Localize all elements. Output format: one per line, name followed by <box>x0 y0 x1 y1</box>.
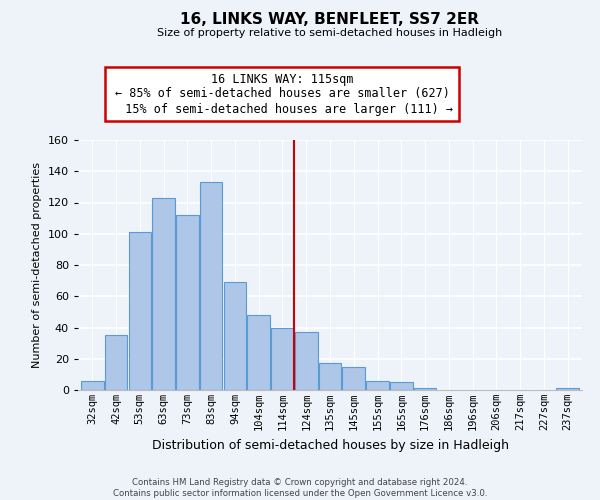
Text: 16, LINKS WAY, BENFLEET, SS7 2ER: 16, LINKS WAY, BENFLEET, SS7 2ER <box>181 12 479 28</box>
Bar <box>152 198 175 390</box>
Bar <box>366 380 389 390</box>
Bar <box>200 182 223 390</box>
Bar <box>105 336 127 390</box>
Bar <box>81 380 104 390</box>
Bar <box>247 315 270 390</box>
Bar <box>390 382 413 390</box>
Bar <box>319 364 341 390</box>
Bar <box>224 282 246 390</box>
Bar <box>176 215 199 390</box>
Bar <box>414 388 436 390</box>
Bar <box>271 328 294 390</box>
Text: Contains HM Land Registry data © Crown copyright and database right 2024.
Contai: Contains HM Land Registry data © Crown c… <box>113 478 487 498</box>
Bar <box>128 232 151 390</box>
Text: 16 LINKS WAY: 115sqm
← 85% of semi-detached houses are smaller (627)
  15% of se: 16 LINKS WAY: 115sqm ← 85% of semi-detac… <box>111 72 453 116</box>
Bar <box>556 388 579 390</box>
Y-axis label: Number of semi-detached properties: Number of semi-detached properties <box>32 162 42 368</box>
X-axis label: Distribution of semi-detached houses by size in Hadleigh: Distribution of semi-detached houses by … <box>151 438 509 452</box>
Text: Size of property relative to semi-detached houses in Hadleigh: Size of property relative to semi-detach… <box>157 28 503 38</box>
Bar <box>295 332 317 390</box>
Bar <box>343 366 365 390</box>
